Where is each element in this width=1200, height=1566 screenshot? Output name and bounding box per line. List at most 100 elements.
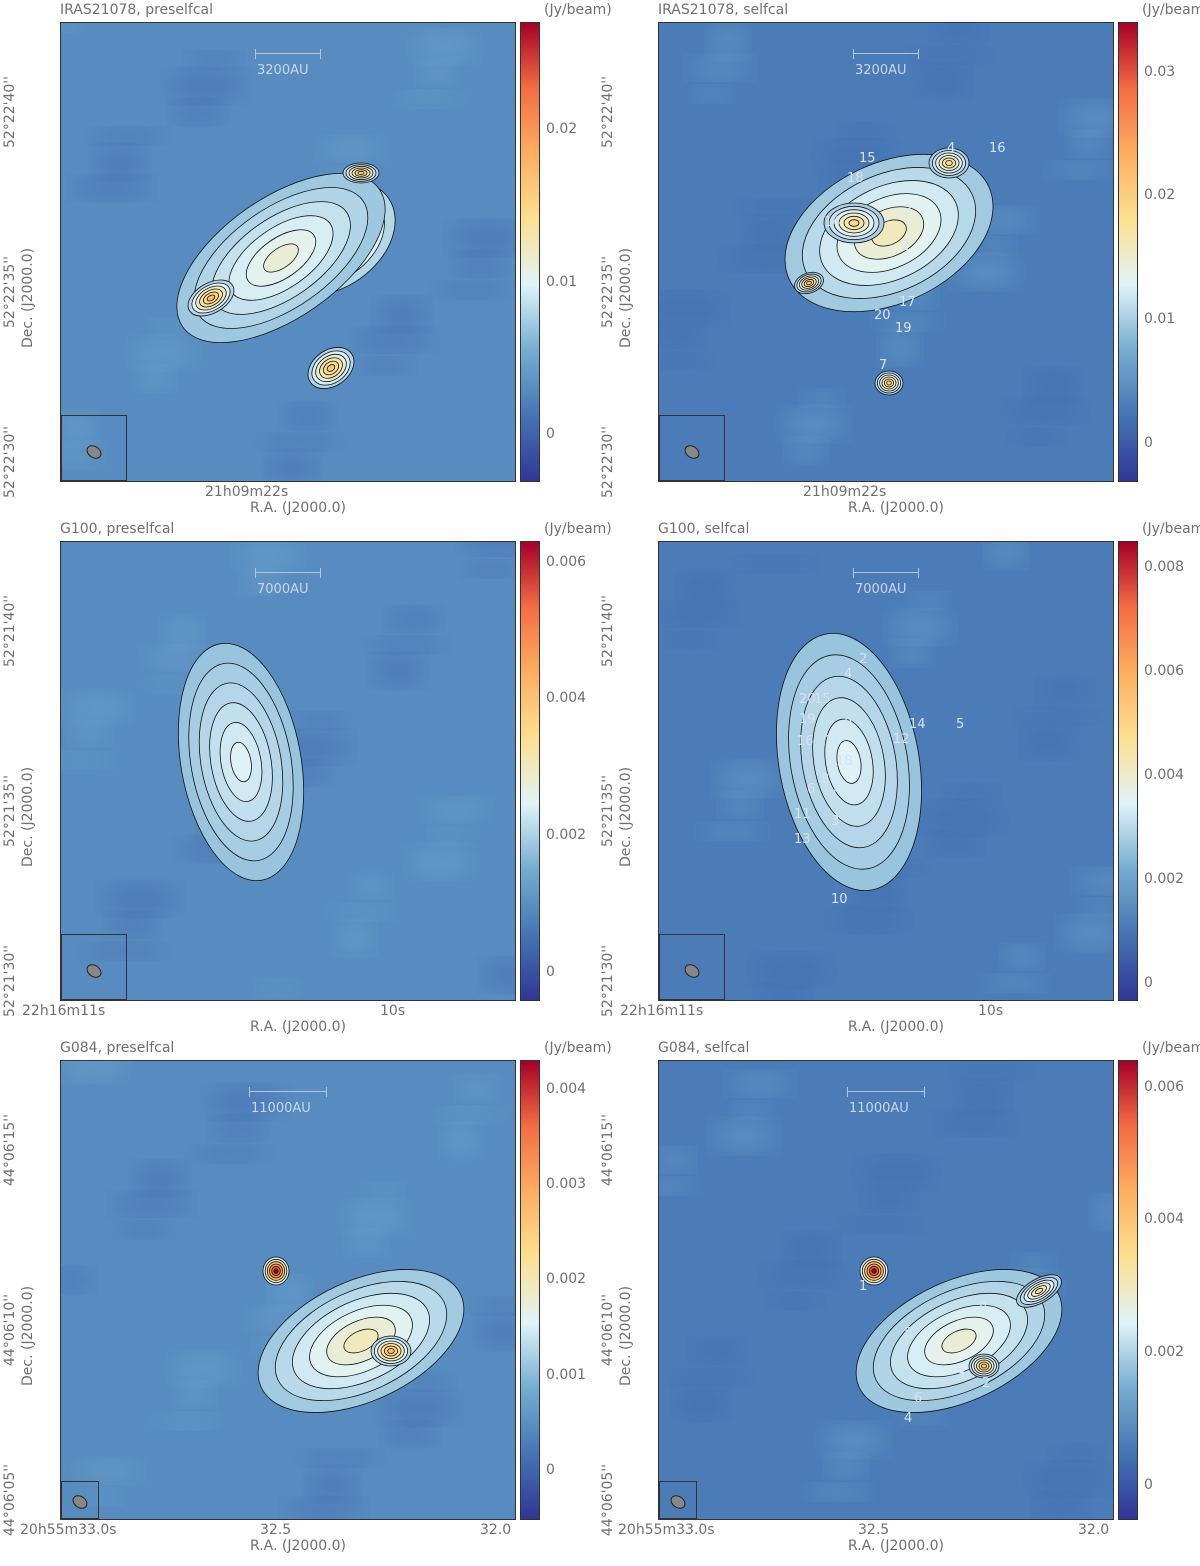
dec-tick-label: 52°22'40''	[2, 76, 18, 148]
noise-patch	[372, 655, 424, 687]
colorbar	[520, 22, 540, 482]
dec-tick-label: 52°21'30''	[2, 945, 18, 1017]
ra-tick-label: 21h09m22s	[803, 484, 887, 500]
contour	[387, 1348, 395, 1354]
noise-patch	[892, 641, 932, 665]
source-label: 5	[956, 717, 965, 732]
noise-patch	[1048, 162, 1112, 178]
intensity-map: 7000AU	[60, 541, 516, 1001]
emission-region	[859, 1256, 889, 1286]
noise-patch	[986, 542, 1026, 567]
noise-patch	[1092, 1196, 1113, 1228]
ra-tick-label: 32.0	[1078, 1522, 1110, 1538]
ra-tick-label: 32.5	[260, 1522, 292, 1538]
colorbar-unit: (Jy/beam)	[1142, 1040, 1200, 1056]
beam-ellipse	[84, 961, 104, 981]
noise-patch	[1019, 708, 1095, 724]
colorbar-unit: (Jy/beam)	[544, 1040, 612, 1056]
noise-patch	[384, 1422, 436, 1446]
noise-patch	[1039, 678, 1091, 702]
noise-patch	[61, 752, 113, 768]
noise-patch	[1076, 869, 1113, 893]
scalebar-label: 3200AU	[855, 63, 907, 78]
colorbar-tick-label: 0.004	[546, 690, 587, 707]
source-label: 18	[847, 171, 864, 186]
colorbar-tick-label: 0.003	[546, 1176, 587, 1193]
ra-tick-label: 21h09m22s	[205, 484, 289, 500]
noise-patch	[450, 222, 515, 254]
colorbar-tick-label: 0	[546, 426, 555, 443]
map-image	[659, 542, 1113, 1000]
colorbar-tick-label: 0.001	[546, 1366, 587, 1383]
colorbar-unit: (Jy/beam)	[1142, 2, 1200, 18]
contour	[941, 1328, 977, 1354]
noise-patch	[1051, 1445, 1103, 1461]
noise-patch	[331, 904, 395, 920]
noise-patch	[241, 570, 281, 594]
scalebar-label: 11000AU	[251, 1101, 311, 1116]
noise-patch	[282, 404, 334, 428]
noise-patch	[306, 1468, 358, 1500]
noise-patch	[945, 784, 997, 800]
contour	[343, 1328, 379, 1354]
noise-patch	[413, 31, 477, 63]
contour	[230, 741, 252, 783]
noise-patch	[876, 314, 940, 330]
source-label: 19	[799, 712, 816, 727]
scalebar	[847, 1087, 925, 1097]
colorbar-unit: (Jy/beam)	[1142, 521, 1200, 537]
noise-patch	[409, 846, 473, 878]
source-label: 9	[844, 717, 853, 732]
contour	[806, 280, 812, 286]
panel-title: G084, preselfcal	[60, 1040, 175, 1056]
noise-patch	[659, 323, 703, 347]
colorbar-tick-label: 0	[1144, 434, 1153, 451]
noise-patch	[106, 913, 158, 937]
colorbar-tick-label: 0.002	[546, 1271, 587, 1288]
noise-patch	[953, 1063, 1029, 1079]
scalebar	[255, 568, 321, 578]
noise-patch	[90, 128, 166, 144]
colorbar-tick-label: 0.004	[546, 1080, 587, 1097]
noise-patch	[262, 434, 338, 450]
noise-patch	[692, 86, 732, 102]
colorbar	[520, 541, 540, 1001]
noise-patch	[347, 1231, 387, 1255]
y-axis-label: Dec. (J2000.0)	[20, 766, 36, 867]
source-label: 13	[794, 832, 811, 847]
noise-patch	[397, 91, 461, 107]
noise-patch	[802, 390, 842, 406]
noise-patch	[482, 959, 515, 991]
beam-box	[659, 415, 725, 481]
colorbar-tick-label: 0.01	[1144, 311, 1176, 328]
noise-patch	[700, 823, 764, 839]
map-image	[61, 23, 515, 481]
dec-tick-label: 52°22'35''	[600, 256, 616, 328]
contour	[263, 243, 299, 273]
noise-patch	[925, 802, 1001, 834]
beam-ellipse	[84, 442, 104, 462]
contour	[945, 160, 953, 166]
scalebar	[853, 568, 919, 578]
source-label: 20	[799, 692, 816, 707]
colorbar-unit: (Jy/beam)	[544, 521, 612, 537]
source-label: 7	[879, 358, 888, 373]
noise-patch	[908, 593, 948, 609]
colorbar-tick-label: 0.002	[546, 826, 587, 843]
scalebar	[853, 49, 919, 59]
noise-patch	[753, 954, 829, 986]
source-label: 4	[947, 141, 956, 156]
emission-region	[1016, 1274, 1062, 1308]
emission-region	[177, 642, 305, 882]
noise-patch	[937, 1111, 1013, 1135]
x-axis-label: R.A. (J2000.0)	[250, 1019, 346, 1035]
panel-title: IRAS21078, preselfcal	[60, 2, 214, 18]
scalebar-label: 11000AU	[849, 1101, 909, 1116]
colorbar-tick-label: 0.006	[1144, 1078, 1185, 1095]
noise-patch	[659, 353, 707, 369]
noise-patch	[474, 1298, 515, 1314]
scalebar	[255, 49, 321, 59]
noise-patch	[69, 722, 109, 746]
emission-region	[794, 271, 824, 295]
noise-patch	[134, 1162, 186, 1194]
